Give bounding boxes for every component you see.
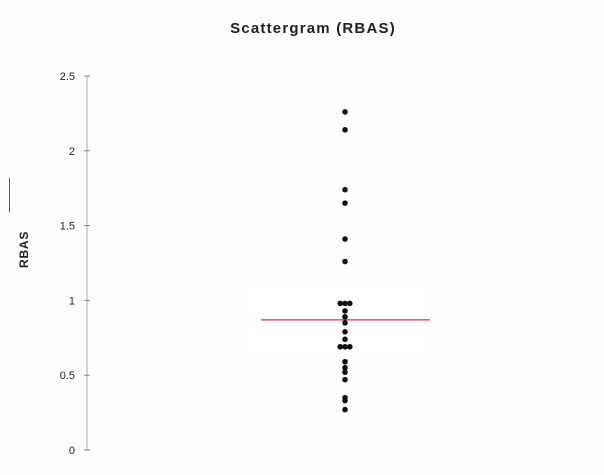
data-point-3 [342,200,348,206]
data-point-10 [342,314,348,320]
data-point-8 [347,300,353,307]
data-point-23 [342,406,348,413]
data-point-13 [342,336,348,343]
y-tick-label-2: 1 [69,295,75,307]
data-point-11 [342,320,348,326]
y-tick-label-1: 0.5 [60,370,75,382]
y-tick-label-0: 0 [69,445,75,457]
data-point-20 [342,376,348,383]
data-point-4 [342,236,348,242]
data-point-12 [342,329,348,335]
data-point-0 [342,109,348,115]
data-point-22 [342,397,348,404]
data-point-5 [342,258,348,265]
data-point-16 [347,343,353,350]
y-tick-label-3: 1.5 [60,221,75,233]
data-point-1 [342,127,348,133]
left-edge-mark [9,178,10,212]
data-point-2 [342,186,348,193]
chart-title: Scattergram (RBAS) [230,20,396,37]
data-point-17 [342,358,348,365]
data-point-9 [342,308,348,314]
data-point-6 [337,300,344,307]
data-point-19 [342,369,348,376]
y-tick-label-4: 2 [69,146,75,158]
data-point-14 [337,343,344,350]
data-point-18 [342,364,348,371]
data-point-15 [342,343,348,350]
y-tick-label-5: 2.5 [60,71,75,83]
data-point-7 [342,300,348,307]
